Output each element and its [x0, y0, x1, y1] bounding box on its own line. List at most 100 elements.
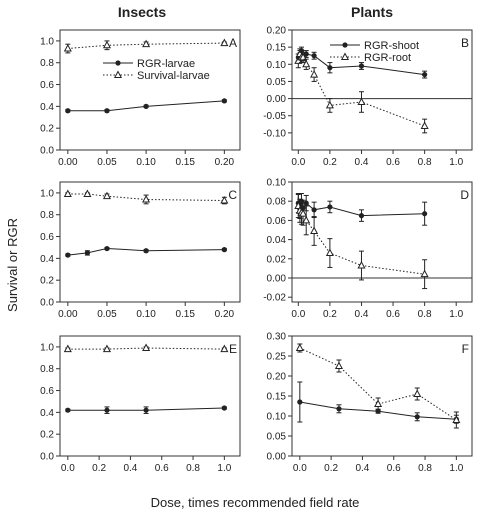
data-point-circle [65, 108, 71, 114]
x-tick-label: 0.8 [186, 463, 200, 474]
y-tick-label: 0.00 [267, 94, 287, 105]
data-point-triangle [325, 248, 334, 257]
series-line [67, 100, 225, 112]
column-title-insects: Insects [118, 4, 166, 20]
data-point-circle [143, 248, 149, 254]
y-tick-label: 0.4 [40, 254, 54, 265]
y-tick-label: 0.04 [267, 235, 287, 246]
y-tick-label: 0.10 [267, 60, 287, 71]
x-tick-label: 0.8 [418, 309, 432, 320]
panel-letter: C [228, 188, 237, 202]
data-point-triangle [142, 39, 151, 48]
data-point-triangle [302, 59, 311, 68]
data-point-circle [143, 407, 149, 413]
x-tick-label: 0.6 [387, 463, 401, 474]
data-point-triangle [452, 415, 461, 423]
x-tick-label: 0.0 [291, 309, 305, 320]
x-tick-label: 0.0 [61, 463, 75, 474]
y-tick-label: 0.10 [267, 178, 287, 189]
plot-frame [291, 29, 473, 151]
y-tick-label: 0.2 [40, 430, 54, 441]
y-tick-label: -0.02 [263, 293, 286, 304]
legend-marker [342, 42, 348, 48]
x-tick-label: 1.0 [217, 463, 231, 474]
x-tick-label: 0.10 [136, 309, 156, 320]
x-tick-label: 0.8 [418, 463, 432, 474]
x-tick-label: 0.20 [215, 157, 235, 168]
x-tick-label: 0.4 [355, 157, 369, 168]
panel-e: 0.0 0.2 0.4 0.6 0.8 1.0 0.0 0.2 0.4 0.6 0.8 1.0 E [40, 335, 241, 474]
data-point-triangle [63, 189, 72, 197]
series-line [299, 347, 457, 421]
y-tick-label: -0.10 [263, 128, 286, 139]
x-tick-label: 0.10 [136, 157, 156, 168]
data-point-triangle [302, 215, 311, 224]
x-tick-label: 0.2 [323, 309, 337, 320]
data-point-circle [422, 211, 428, 217]
data-point-triangle [220, 344, 229, 353]
plot-frame [291, 335, 473, 457]
data-point-triangle [102, 191, 111, 200]
legend-label: Survival-larvae [137, 70, 210, 82]
data-point-triangle [413, 389, 422, 397]
data-point-triangle [220, 195, 229, 204]
data-point-triangle [102, 344, 111, 353]
panel-d: 0.0 0.2 0.4 0.6 0.8 1.0 -0.02 0.00 0.02 0.04 0.06 0… [263, 178, 473, 320]
data-point-triangle [325, 100, 334, 109]
data-point-circle [221, 247, 227, 253]
data-point-circle [303, 200, 309, 206]
data-point-triangle [63, 43, 72, 52]
data-point-triangle [102, 40, 111, 49]
panel-letter: B [461, 36, 469, 50]
data-point-triangle [420, 269, 429, 278]
data-point-triangle [310, 226, 319, 234]
y-tick-label: 0.4 [40, 102, 54, 113]
data-point-circle [311, 207, 317, 213]
x-tick-label: 0.05 [97, 309, 117, 320]
data-point-circle [358, 63, 365, 69]
data-point-triangle [142, 194, 151, 203]
x-tick-label: 0.0 [293, 463, 307, 474]
data-point-circle [297, 399, 303, 405]
data-point-circle [104, 108, 110, 114]
data-point-triangle [357, 260, 366, 269]
panel-a: 0.00 0.05 0.10 0.15 0.20 0.0 0.2 0.4 0.6 0.8 1.0 A R… [40, 29, 241, 168]
data-point-circle [65, 252, 71, 258]
y-tick-label: 0.0 [40, 452, 54, 463]
legend-label: RGR-root [364, 52, 411, 64]
x-tick-label: 0.6 [386, 309, 400, 320]
data-point-circle [414, 414, 420, 420]
x-tick-label: 0.4 [355, 309, 369, 320]
data-point-circle [336, 406, 342, 412]
y-tick-label: 1.0 [40, 342, 54, 353]
y-tick-label: 1.0 [40, 188, 54, 199]
data-point-triangle [310, 70, 319, 78]
x-tick-label: 0.0 [291, 157, 305, 168]
y-tick-label: 0.02 [267, 254, 287, 265]
x-tick-label: 0.2 [324, 463, 338, 474]
data-point-triangle [220, 38, 229, 47]
legend-label: RGR-shoot [364, 40, 419, 52]
legend-label: RGR-larvae [137, 58, 195, 70]
data-point-triangle [295, 343, 304, 351]
legend-marker [113, 70, 123, 78]
x-tick-label: 0.6 [155, 463, 169, 474]
y-tick-label: 0.8 [40, 364, 54, 375]
panel-b: 0.0 0.2 0.4 0.6 0.8 1.0 -0.10 -0.05 0.00 0.05 0.10… [263, 26, 473, 168]
y-tick-label: 0.05 [267, 77, 287, 88]
data-point-circle [84, 250, 90, 256]
y-tick-label: -0.05 [263, 111, 286, 122]
x-tick-label: 1.0 [449, 157, 463, 168]
y-tick-label: 0.20 [267, 26, 287, 37]
y-tick-label: 0.0 [40, 146, 54, 157]
y-tick-label: 0.2 [40, 124, 54, 135]
data-point-triangle [334, 361, 343, 369]
data-point-triangle [299, 52, 308, 61]
data-point-triangle [299, 209, 308, 217]
x-tick-label: 0.15 [175, 157, 195, 168]
data-point-circle [65, 407, 71, 413]
plot-frame [59, 335, 241, 457]
data-point-triangle [142, 343, 151, 351]
panel-f: 0.0 0.2 0.4 0.6 0.8 1.0 0.00 0.05 0.10 0.15 0.20 0.… [267, 332, 473, 474]
